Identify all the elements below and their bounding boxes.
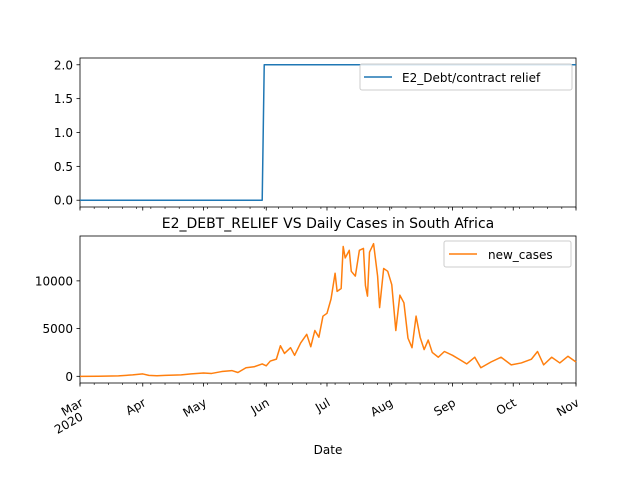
bottom-series-line — [79, 242, 577, 378]
bottom-plot-frame — [79, 235, 577, 384]
bottom-legend-box — [443, 240, 572, 268]
bottom-y-tick-label: 0 — [65, 370, 73, 384]
bottom-legend-label: new_cases — [488, 248, 553, 262]
x-tick-label: Jul — [312, 395, 332, 415]
top-y-tick-label: 0.5 — [54, 160, 73, 174]
top-x-axis — [79, 207, 577, 211]
bottom-y-tick-label: 10000 — [35, 274, 73, 288]
top-legend-box — [359, 63, 573, 91]
top-legend: E2_Debt/contract relief — [359, 63, 573, 91]
bottom-y-tick-label: 5000 — [42, 322, 73, 336]
bottom-series-lines — [79, 242, 577, 378]
top-y-tick-label: 1.5 — [54, 92, 73, 106]
top-y-tick-label: 2.0 — [54, 58, 73, 72]
bottom-legend: new_cases — [443, 240, 572, 268]
top-y-tick-label: 1.0 — [54, 126, 73, 140]
x-axis-label: Date — [314, 443, 343, 457]
top-y-axis: 0.0 0.5 1.0 1.5 2.0 — [54, 58, 80, 208]
top-y-tick-label: 0.0 — [54, 194, 73, 208]
top-chart-panel: 0.0 0.5 1.0 1.5 2.0 E2_Debt/contract relief — [54, 57, 577, 211]
chart-title: E2_DEBT_RELIEF VS Daily Cases in South A… — [162, 216, 494, 232]
top-legend-label: E2_Debt/contract relief — [402, 71, 541, 85]
bottom-y-axis: 0 5000 10000 — [35, 274, 80, 384]
